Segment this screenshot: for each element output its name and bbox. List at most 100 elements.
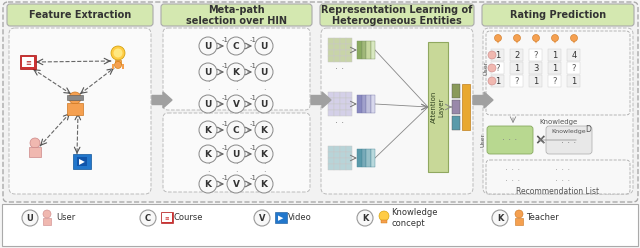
Bar	[366, 95, 371, 113]
Text: · · ·: · · ·	[502, 135, 518, 145]
Bar	[328, 152, 334, 158]
Bar	[548, 62, 561, 74]
Circle shape	[532, 34, 540, 41]
FancyBboxPatch shape	[161, 4, 312, 26]
Bar	[334, 146, 340, 152]
Circle shape	[255, 37, 273, 55]
Bar	[357, 149, 362, 167]
Bar	[334, 38, 340, 44]
Text: ·
·
·: · · ·	[262, 160, 266, 186]
Text: ▶: ▶	[278, 215, 284, 221]
Polygon shape	[152, 92, 172, 108]
Bar	[346, 152, 352, 158]
Text: ·
·
·: · · ·	[235, 160, 237, 186]
Bar	[20, 55, 36, 69]
Bar	[340, 146, 346, 152]
Text: -1: -1	[250, 121, 257, 127]
Bar	[67, 103, 83, 115]
Text: U: U	[260, 68, 268, 77]
Bar	[529, 49, 542, 61]
Text: 1: 1	[572, 77, 577, 86]
Text: -1: -1	[221, 145, 228, 151]
Bar	[340, 152, 346, 158]
Bar	[334, 56, 340, 62]
Bar	[362, 149, 366, 167]
FancyBboxPatch shape	[320, 4, 474, 26]
Circle shape	[227, 63, 245, 81]
Bar	[491, 49, 504, 61]
Text: 1: 1	[552, 64, 557, 73]
Bar	[112, 64, 114, 69]
Circle shape	[199, 175, 217, 193]
Circle shape	[255, 63, 273, 81]
Text: · · ·: · · ·	[561, 138, 577, 148]
FancyBboxPatch shape	[546, 126, 592, 154]
Text: · · ·: · · ·	[556, 176, 571, 186]
Circle shape	[69, 92, 81, 104]
FancyBboxPatch shape	[486, 160, 630, 194]
Bar	[452, 116, 460, 130]
FancyBboxPatch shape	[486, 31, 630, 115]
Bar	[328, 38, 334, 44]
Bar	[371, 41, 375, 59]
Bar	[462, 84, 470, 130]
Circle shape	[513, 34, 520, 41]
Text: 1: 1	[533, 77, 539, 86]
Text: 1: 1	[495, 51, 500, 60]
Text: -1: -1	[250, 95, 257, 101]
Bar	[346, 50, 352, 56]
Circle shape	[255, 145, 273, 163]
FancyBboxPatch shape	[3, 2, 638, 202]
Bar	[328, 158, 334, 164]
Text: K: K	[260, 150, 268, 159]
Bar	[328, 50, 334, 56]
Text: Knowledge: Knowledge	[552, 128, 586, 133]
Text: User: User	[481, 133, 486, 147]
Circle shape	[199, 145, 217, 163]
Text: · · ·: · · ·	[506, 165, 520, 175]
Text: U: U	[204, 100, 212, 109]
Text: ·
·
·: · · ·	[235, 78, 237, 104]
Bar	[510, 62, 523, 74]
Bar	[340, 44, 346, 50]
Circle shape	[113, 49, 122, 58]
Circle shape	[227, 175, 245, 193]
Bar	[67, 95, 83, 100]
Bar	[491, 62, 504, 74]
Circle shape	[254, 210, 270, 226]
Bar	[340, 50, 346, 56]
Text: ?: ?	[496, 64, 500, 73]
Text: · · ·: · · ·	[506, 176, 520, 186]
Text: -1: -1	[221, 63, 228, 69]
Text: U: U	[232, 150, 240, 159]
Text: -1: -1	[221, 37, 228, 43]
Text: K: K	[497, 214, 503, 223]
FancyBboxPatch shape	[163, 113, 310, 192]
Text: U: U	[204, 68, 212, 77]
Bar	[357, 41, 362, 59]
Text: ·
·
·: · · ·	[207, 78, 209, 104]
Circle shape	[199, 37, 217, 55]
Bar	[328, 104, 334, 110]
Bar	[567, 49, 580, 61]
Bar	[73, 154, 91, 169]
Bar	[510, 49, 523, 61]
Text: ·
·
·: · · ·	[207, 160, 209, 186]
Text: Video: Video	[288, 214, 312, 222]
Circle shape	[255, 175, 273, 193]
Circle shape	[111, 46, 125, 60]
Circle shape	[495, 34, 502, 41]
Polygon shape	[311, 92, 331, 108]
Bar	[334, 104, 340, 110]
Bar	[29, 147, 41, 157]
Text: 2: 2	[515, 51, 520, 60]
Bar	[529, 62, 542, 74]
Bar	[340, 56, 346, 62]
Text: Recommendation List: Recommendation List	[516, 186, 600, 195]
Circle shape	[379, 211, 389, 221]
Text: Course: Course	[174, 214, 204, 222]
FancyBboxPatch shape	[321, 28, 473, 194]
Circle shape	[570, 34, 577, 41]
Bar	[2, 204, 638, 246]
Bar	[452, 84, 460, 98]
